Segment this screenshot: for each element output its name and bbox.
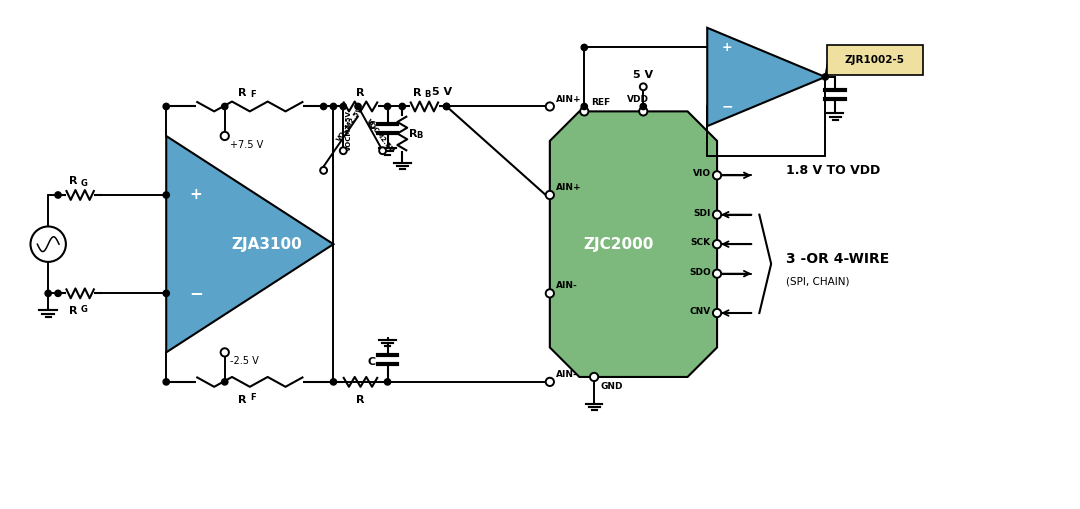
Text: +7.5 V: +7.5 V (230, 140, 262, 150)
Circle shape (444, 103, 449, 109)
Circle shape (580, 107, 589, 116)
Text: R: R (69, 306, 77, 316)
Circle shape (384, 379, 391, 385)
Text: AIN+: AIN+ (556, 95, 582, 103)
Circle shape (400, 103, 405, 109)
Text: 3 -OR 4-WIRE: 3 -OR 4-WIRE (786, 252, 889, 266)
Text: G: G (80, 305, 87, 314)
Text: -2.5 V: -2.5 V (230, 356, 258, 366)
Circle shape (340, 147, 347, 154)
Text: R: R (409, 128, 418, 138)
Text: (SPI, CHAIN): (SPI, CHAIN) (786, 276, 849, 287)
Text: +: + (721, 41, 732, 54)
Circle shape (379, 147, 386, 154)
Circle shape (30, 227, 66, 262)
Circle shape (163, 103, 170, 109)
Circle shape (639, 107, 647, 116)
Text: G: G (80, 179, 87, 188)
Text: 1.8 V TO VDD: 1.8 V TO VDD (786, 164, 880, 177)
Text: GND: GND (600, 382, 623, 391)
Text: −: − (721, 99, 732, 114)
Text: ZJC2000: ZJC2000 (583, 237, 653, 251)
Text: B: B (416, 131, 422, 140)
Text: SDO: SDO (689, 268, 711, 277)
Circle shape (221, 379, 228, 385)
Circle shape (55, 192, 62, 198)
Circle shape (330, 379, 337, 385)
FancyBboxPatch shape (827, 45, 922, 75)
Circle shape (330, 103, 337, 109)
Circle shape (221, 103, 228, 109)
Circle shape (355, 103, 361, 109)
Text: R: R (356, 88, 365, 98)
Text: CNV: CNV (689, 307, 711, 316)
Text: B: B (424, 90, 431, 99)
Circle shape (713, 240, 721, 248)
Circle shape (713, 270, 721, 278)
Circle shape (640, 103, 647, 109)
Text: REF: REF (591, 98, 610, 107)
Circle shape (321, 103, 327, 109)
Circle shape (545, 378, 554, 386)
Text: VOCM2.5V: VOCM2.5V (365, 118, 395, 154)
Circle shape (163, 379, 170, 385)
Text: R: R (69, 176, 77, 186)
Text: C: C (367, 357, 376, 367)
Text: AIN-: AIN- (556, 370, 578, 379)
Circle shape (822, 74, 828, 80)
Circle shape (713, 309, 721, 317)
Text: R: R (239, 394, 247, 405)
Polygon shape (707, 28, 825, 126)
Text: C: C (367, 121, 376, 131)
Polygon shape (166, 136, 334, 352)
Circle shape (220, 348, 229, 356)
Circle shape (639, 83, 647, 90)
Circle shape (581, 103, 588, 109)
Text: −: − (189, 285, 203, 302)
Text: AIN+: AIN+ (556, 183, 582, 192)
Text: F: F (249, 393, 256, 402)
Circle shape (545, 289, 554, 297)
Text: SDI: SDI (693, 209, 711, 218)
Circle shape (163, 192, 170, 198)
Text: R: R (356, 394, 365, 405)
Text: ZJR1002-5: ZJR1002-5 (845, 55, 905, 65)
Text: VOCM2.5V: VOCM2.5V (347, 110, 352, 152)
Circle shape (45, 290, 52, 297)
Circle shape (163, 290, 170, 297)
Text: VOCM2.5V: VOCM2.5V (336, 106, 364, 143)
Text: ZJA3100: ZJA3100 (231, 237, 302, 251)
Text: 5 V: 5 V (633, 70, 653, 80)
Circle shape (384, 103, 391, 109)
Text: SCK: SCK (690, 238, 711, 247)
Circle shape (545, 102, 554, 110)
Text: +: + (189, 187, 202, 203)
Circle shape (55, 290, 62, 297)
Text: VIO: VIO (692, 169, 711, 178)
Circle shape (713, 171, 721, 180)
Circle shape (545, 191, 554, 199)
Text: VDD: VDD (627, 96, 649, 104)
Circle shape (444, 103, 449, 109)
Circle shape (340, 103, 347, 109)
Text: AIN-: AIN- (556, 281, 578, 291)
Circle shape (713, 211, 721, 219)
Text: F: F (249, 90, 256, 99)
Circle shape (590, 373, 598, 381)
Text: 5 V: 5 V (432, 87, 451, 97)
Polygon shape (550, 111, 717, 377)
Circle shape (320, 167, 327, 174)
Text: R: R (239, 88, 247, 98)
Circle shape (581, 44, 588, 50)
Text: R: R (413, 88, 421, 98)
Circle shape (220, 132, 229, 140)
